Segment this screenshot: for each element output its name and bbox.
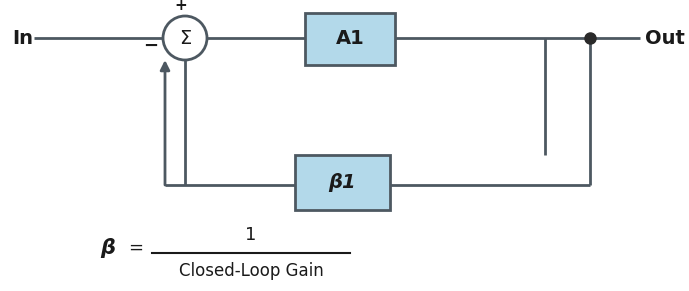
Text: Σ: Σ <box>179 29 191 47</box>
Text: β1: β1 <box>329 173 356 192</box>
Text: −: − <box>143 37 158 55</box>
Text: +: + <box>174 0 187 13</box>
Text: Closed-Loop Gain: Closed-Loop Gain <box>178 262 323 280</box>
FancyBboxPatch shape <box>295 155 390 210</box>
Text: 1: 1 <box>245 226 257 244</box>
Text: A1: A1 <box>336 29 364 49</box>
Text: β: β <box>100 238 115 258</box>
Text: =: = <box>128 239 143 257</box>
Text: Out: Out <box>645 29 685 47</box>
FancyBboxPatch shape <box>305 13 395 65</box>
Text: In: In <box>12 29 33 47</box>
